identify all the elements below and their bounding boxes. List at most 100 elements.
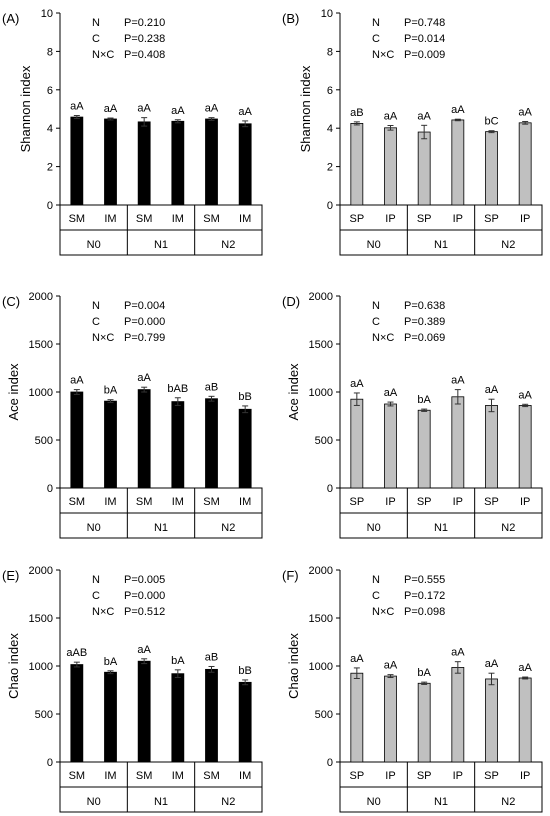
y-tick-label: 1000 xyxy=(309,387,333,399)
y-tick-label: 1000 xyxy=(29,661,53,673)
significance-label: aA xyxy=(137,644,151,656)
x-tick-label: IM xyxy=(172,770,184,782)
panel-label: (F) xyxy=(282,568,299,583)
bar xyxy=(171,673,185,763)
stat-factor: N xyxy=(372,17,380,29)
x-tick-label: IM xyxy=(239,213,251,225)
group-label: N2 xyxy=(501,239,515,251)
group-label: N2 xyxy=(501,522,515,534)
y-axis-title: Ace index xyxy=(286,363,301,421)
x-tick-label: IM xyxy=(239,496,251,508)
significance-label: bB xyxy=(238,391,251,403)
stat-p-value: P=0.389 xyxy=(404,316,445,328)
bar xyxy=(451,667,465,763)
x-tick-label: SP xyxy=(417,496,432,508)
significance-label: bA xyxy=(417,667,431,679)
stat-p-value: P=0.172 xyxy=(404,590,445,602)
stat-factor: C xyxy=(92,316,100,328)
significance-label: aB xyxy=(205,381,218,393)
y-tick-label: 500 xyxy=(315,709,333,721)
group-label: N2 xyxy=(221,239,235,251)
significance-label: aA xyxy=(350,653,364,665)
x-tick-label: IM xyxy=(172,496,184,508)
y-tick-label: 2 xyxy=(327,162,333,174)
bar xyxy=(417,682,431,763)
y-tick-label: 6 xyxy=(47,85,53,97)
stat-factor: N×C xyxy=(372,606,394,618)
stat-p-value: P=0.000 xyxy=(124,316,165,328)
x-tick-label: SM xyxy=(203,496,220,508)
y-axis-title: Ace index xyxy=(6,363,21,421)
significance-label: aA xyxy=(350,378,364,390)
y-tick-label: 2000 xyxy=(309,565,333,577)
bar xyxy=(171,401,185,489)
stat-factor: C xyxy=(92,590,100,602)
significance-label: aA xyxy=(485,658,499,670)
y-tick-label: 8 xyxy=(47,46,53,58)
bar xyxy=(451,396,465,489)
x-tick-label: IP xyxy=(453,496,463,508)
y-tick-label: 10 xyxy=(41,8,53,20)
significance-label: bA xyxy=(171,655,185,667)
x-tick-label: SP xyxy=(349,770,364,782)
y-tick-label: 6 xyxy=(327,85,333,97)
y-tick-label: 1500 xyxy=(309,613,333,625)
stat-p-value: P=0.210 xyxy=(124,17,165,29)
y-tick-label: 2000 xyxy=(29,565,53,577)
x-tick-label: IP xyxy=(520,496,530,508)
y-tick-label: 0 xyxy=(47,200,53,212)
x-tick-label: IM xyxy=(239,770,251,782)
stat-factor: C xyxy=(372,590,380,602)
stat-p-value: P=0.512 xyxy=(124,606,165,618)
significance-label: bA xyxy=(104,656,118,668)
y-tick-label: 500 xyxy=(315,435,333,447)
stat-p-value: P=0.004 xyxy=(124,300,165,312)
y-tick-label: 0 xyxy=(47,757,53,769)
stat-factor: N×C xyxy=(92,49,114,61)
significance-label: bAB xyxy=(167,383,188,395)
bar xyxy=(417,409,431,489)
bar xyxy=(350,672,364,763)
bar xyxy=(518,122,532,206)
significance-label: aB xyxy=(350,107,363,119)
significance-label: aA xyxy=(70,101,84,113)
bar xyxy=(104,400,117,489)
significance-label: bC xyxy=(484,116,498,128)
group-label: N2 xyxy=(221,522,235,534)
stat-p-value: P=0.069 xyxy=(404,332,445,344)
stat-p-value: P=0.638 xyxy=(404,300,445,312)
stat-factor: N xyxy=(92,300,100,312)
bar xyxy=(384,675,397,763)
x-tick-label: SM xyxy=(69,770,86,782)
x-tick-label: SP xyxy=(417,213,432,225)
bar xyxy=(137,389,151,489)
group-label: N1 xyxy=(434,522,448,534)
y-tick-label: 2 xyxy=(47,162,53,174)
bar xyxy=(205,118,218,206)
y-tick-label: 4 xyxy=(327,123,333,135)
y-axis-title: Shannon index xyxy=(18,65,33,152)
stat-factor: C xyxy=(372,316,380,328)
y-tick-label: 1000 xyxy=(29,387,53,399)
group-label: N0 xyxy=(87,522,101,534)
bar xyxy=(417,131,431,206)
stat-p-value: P=0.000 xyxy=(124,590,165,602)
stat-factor: C xyxy=(92,33,100,45)
significance-label: aAB xyxy=(66,647,87,659)
bar xyxy=(238,408,252,489)
bar xyxy=(171,120,185,206)
x-tick-label: SM xyxy=(69,213,86,225)
stat-p-value: P=0.005 xyxy=(124,574,165,586)
y-tick-label: 500 xyxy=(35,709,53,721)
y-axis-title: Chao index xyxy=(6,633,21,699)
stat-factor: N xyxy=(372,574,380,586)
x-tick-label: SM xyxy=(203,213,220,225)
panel-label: (C) xyxy=(2,294,20,309)
bar xyxy=(384,127,397,206)
bar xyxy=(518,405,532,489)
significance-label: aA xyxy=(518,389,532,401)
group-label: N2 xyxy=(221,796,235,808)
stat-p-value: P=0.014 xyxy=(404,33,445,45)
bar xyxy=(384,403,397,489)
significance-label: bA xyxy=(104,385,118,397)
